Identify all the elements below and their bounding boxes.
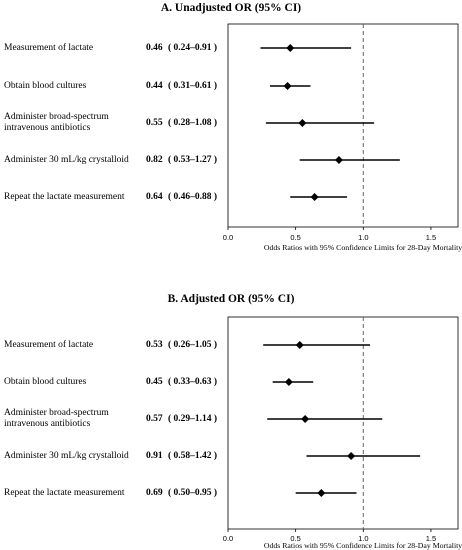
confidence-interval: ( 0.58–1.42 ) [168,451,218,461]
row-label: Repeat the lactate measurement [4,191,125,202]
point-estimate-marker [347,452,356,460]
point-estimate-marker [283,82,292,90]
row-label: Repeat the lactate measurement [4,487,125,498]
table-row: Administer broad-spectrum intravenous an… [0,109,228,137]
odds-ratio-value: 0.69 [146,488,163,498]
panel-title: A. Unadjusted OR (95% CI) [160,2,302,14]
point-estimate-marker [286,44,295,52]
confidence-interval: ( 0.50–0.95 ) [168,488,218,498]
row-label: Obtain blood cultures [4,376,87,387]
table-row: Repeat the lactate measurement 0.64 ( 0.… [0,183,228,211]
table-row: Obtain blood cultures 0.44 ( 0.31–0.61 ) [0,72,228,100]
x-tick-label: 1.5 [426,534,436,543]
odds-ratio-value: 0.53 [146,340,163,350]
odds-ratio-value: 0.82 [146,155,163,165]
table-row: Administer 30 mL/kg crystalloid 0.82 ( 0… [0,146,228,174]
row-label: Administer 30 mL/kg crystalloid [4,154,129,165]
point-estimate-marker [298,119,307,127]
row-label: Obtain blood cultures [4,80,87,91]
x-axis-title: Odds Ratios with 95% Confidence Limits f… [264,243,462,252]
row-label: Administer 30 mL/kg crystalloid [4,450,129,461]
confidence-interval: ( 0.33–0.63 ) [168,377,218,387]
table-row: Obtain blood cultures 0.45 ( 0.33–0.63 ) [0,368,228,396]
row-label: Measurement of lactate [4,339,94,350]
odds-ratio-value: 0.91 [146,451,163,461]
point-estimate-marker [317,489,326,497]
odds-ratio-value: 0.64 [146,192,163,202]
confidence-interval: ( 0.26–1.05 ) [168,340,218,350]
x-tick-label: 0.5 [290,534,300,543]
x-axis-title: Odds Ratios with 95% Confidence Limits f… [264,541,462,550]
row-label: Administer broad-spectrum intravenous an… [4,408,109,429]
forest-plot-panel-adjusted: B. Adjusted OR (95% CI) Measurement of l… [0,275,462,550]
table-row: Administer broad-spectrum intravenous an… [0,405,228,433]
table-row: Administer 30 mL/kg crystalloid 0.91 ( 0… [0,442,228,470]
odds-ratio-value: 0.57 [146,414,163,424]
point-estimate-marker [301,415,310,423]
point-estimate-marker [295,341,304,349]
table-row: Measurement of lactate 0.46 ( 0.24–0.91 … [0,34,228,62]
panel-title: B. Adjusted OR (95% CI) [167,293,295,305]
confidence-interval: ( 0.31–0.61 ) [168,81,218,91]
odds-ratio-value: 0.46 [146,43,163,53]
confidence-interval: ( 0.53–1.27 ) [168,155,218,165]
point-estimate-marker [310,193,319,201]
odds-ratio-value: 0.45 [146,377,163,387]
point-estimate-marker [334,156,343,164]
forest-plot-panel-unadjusted: A. Unadjusted OR (95% CI) Measurement of… [0,2,462,252]
row-label: Administer broad-spectrum intravenous an… [4,112,109,133]
x-tick-label: 1.0 [358,233,368,242]
row-label: Measurement of lactate [4,42,94,53]
table-row: Measurement of lactate 0.53 ( 0.26–1.05 … [0,331,228,359]
confidence-interval: ( 0.28–1.08 ) [168,118,218,128]
x-tick-label: 1.5 [426,233,436,242]
confidence-interval: ( 0.46–0.88 ) [168,192,218,202]
odds-ratio-value: 0.55 [146,118,163,128]
plot-frame [227,23,459,228]
plot-frame [227,316,459,530]
confidence-interval: ( 0.29–1.14 ) [168,414,218,424]
point-estimate-marker [284,378,293,386]
table-row: Repeat the lactate measurement 0.69 ( 0.… [0,479,228,507]
x-tick-label: 0.0 [223,233,233,242]
odds-ratio-value: 0.44 [146,81,163,91]
x-tick-label: 0.5 [290,233,300,242]
confidence-interval: ( 0.24–0.91 ) [168,43,218,53]
x-tick-label: 1.0 [358,534,368,543]
x-tick-label: 0.0 [223,534,233,543]
